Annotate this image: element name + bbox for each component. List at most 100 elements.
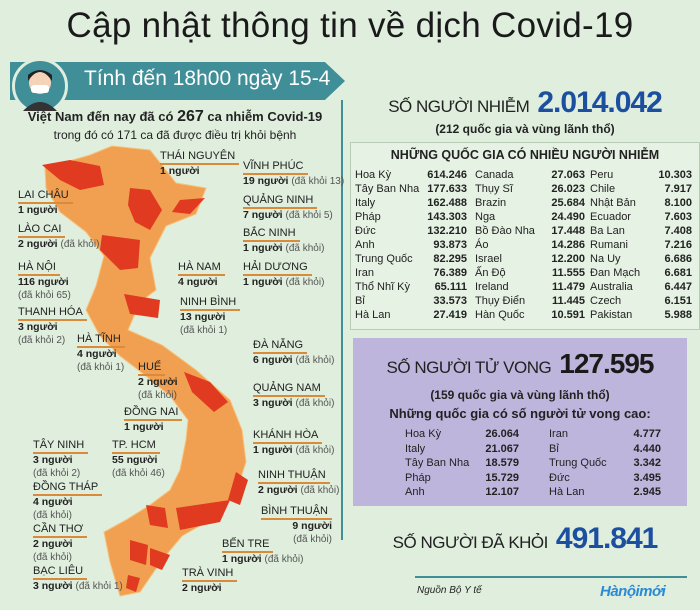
country-row: Israel 12.200	[475, 253, 585, 265]
country-row: Chile 7.917	[590, 183, 692, 195]
country-deaths: 4.440	[633, 442, 661, 455]
province-stats: 2 người	[182, 582, 237, 595]
province-cases: 2 người	[258, 484, 298, 496]
province-name: CẦN THƠ	[33, 523, 88, 538]
country-name: Ấn Độ	[475, 267, 506, 279]
deaths-panel	[353, 338, 687, 506]
province-recovered: (đã khỏi 1)	[75, 581, 123, 592]
province-name: BẠC LIÊU	[33, 565, 88, 580]
country-name: Brazin	[475, 197, 507, 209]
country-cases: 82.295	[433, 253, 467, 265]
country-cases: 6.151	[664, 295, 692, 307]
country-name: Bỉ	[355, 295, 365, 307]
province-stats: 6 người (đã khỏi)	[253, 354, 334, 367]
country-cases: 143.303	[427, 211, 467, 223]
province-label: QUẢNG NINH 7 người (đã khỏi 5)	[243, 194, 333, 222]
vietnam-recovered-text: trong đó có 171 ca đã được điều trị khỏi…	[53, 128, 297, 142]
province-recovered: (đã khỏi)	[33, 510, 72, 521]
province-label: TÂY NINH 3 người (đã khỏi 2)	[33, 439, 89, 480]
country-name: Hà Lan	[549, 486, 585, 498]
recovered-total: 491.841	[555, 522, 658, 555]
province-label: HÀ TĨNH 4 người (đã khỏi 1)	[77, 333, 125, 374]
country-name: Nhật Bản	[590, 197, 636, 209]
province-label: ĐỒNG NAI 1 người	[124, 406, 183, 434]
country-name: Ireland	[475, 281, 509, 293]
province-cases: 4 người	[77, 348, 117, 360]
country-cases: 27.419	[433, 309, 467, 321]
province-label: HÀ NAM 4 người	[178, 261, 225, 289]
infected-subtitle: (212 quốc gia và vùng lãnh thổ)	[435, 122, 615, 136]
province-label: TP. HCM 55 người (đã khỏi 46)	[112, 439, 165, 480]
country-cases: 27.063	[551, 169, 585, 181]
deaths-label: SỐ NGƯỜI TỬ VONG	[386, 358, 552, 377]
source-note: Nguồn Bộ Y tế	[417, 585, 482, 596]
province-cases: 1 người	[253, 444, 293, 456]
province-label: THÁI NGUYÊN 1 người	[160, 150, 240, 178]
country-cases: 25.684	[551, 197, 585, 209]
page-title: Cập nhật thông tin về dịch Covid-19	[66, 6, 634, 45]
map-province-highlight	[130, 540, 148, 565]
province-stats: 1 người (đã khỏi)	[243, 276, 324, 289]
hanoimoi-logo: Hànộimới	[600, 583, 666, 600]
country-row: Peru 10.303	[590, 169, 692, 181]
date-text: Tính đến 18h00 ngày 15-4	[84, 67, 331, 90]
province-cases: 116 người	[18, 276, 69, 288]
country-deaths: 3.342	[633, 457, 661, 469]
country-row: Italy 162.488	[355, 197, 467, 209]
province-stats: 4 người	[33, 496, 102, 509]
province-name: HẢI DƯƠNG	[243, 261, 312, 276]
country-cases: 7.408	[664, 225, 692, 237]
country-name: Australia	[590, 281, 633, 293]
country-row: Iran 76.389	[355, 267, 467, 279]
map-province-highlight	[176, 500, 230, 530]
province-cases: 9 người	[292, 520, 332, 532]
province-cases: 1 người	[222, 553, 262, 565]
country-row: Đức 132.210	[355, 225, 467, 237]
country-name: Anh	[355, 239, 375, 251]
infected-label: SỐ NGƯỜI NHIỄM	[388, 97, 530, 116]
country-cases: 93.873	[433, 239, 467, 251]
map-province-highlight	[128, 188, 162, 230]
country-cases: 11.479	[551, 281, 585, 293]
province-label: QUẢNG NAM 3 người (đã khỏi)	[253, 382, 334, 410]
province-stats: 1 người	[18, 204, 73, 217]
country-name: Ecuador	[590, 211, 631, 223]
country-name: Chile	[590, 183, 616, 195]
deaths-heading: Những quốc gia có số người tử vong cao:	[389, 406, 651, 421]
country-deaths: 4.777	[633, 428, 661, 440]
death-row: Bỉ 4.440	[549, 443, 661, 455]
country-cases: 6.686	[664, 253, 692, 265]
province-label: VĨNH PHÚC 19 người (đã khỏi 13)	[243, 160, 344, 188]
province-name: HÀ TĨNH	[77, 333, 125, 348]
province-recovered: (đã khỏi)	[300, 485, 340, 496]
country-cases: 65.111	[434, 281, 467, 293]
province-recovered: (đã khỏi)	[264, 554, 304, 565]
country-cases: 7.917	[664, 183, 692, 195]
province-recovered: (đã khỏi 13)	[291, 176, 345, 187]
province-name: QUẢNG NAM	[253, 382, 325, 397]
country-deaths: 21.067	[485, 442, 519, 455]
country-cases: 76.389	[433, 267, 467, 279]
province-label: LAI CHÂU 1 người	[18, 189, 73, 217]
country-cases: 162.488	[427, 197, 467, 209]
country-name: Italy	[405, 442, 426, 455]
country-row: Canada 27.063	[475, 169, 585, 181]
map-province-highlight	[150, 548, 170, 570]
country-cases: 177.633	[427, 183, 467, 195]
province-label: TRÀ VINH 2 người	[182, 567, 238, 595]
country-row: Hà Lan 27.419	[355, 309, 467, 321]
province-recovered: (đã khỏi 2)	[18, 335, 66, 346]
province-recovered: (đã khỏi 1)	[77, 362, 125, 373]
country-name: Pháp	[355, 211, 381, 223]
country-name: Áo	[475, 239, 489, 251]
province-name: LÀO CAI	[18, 223, 66, 238]
province-cases: 2 người	[182, 582, 222, 594]
province-cases: 3 người	[253, 397, 293, 409]
province-stats: 1 người (đã khỏi)	[222, 553, 303, 566]
province-stats: 2 người	[33, 538, 87, 551]
country-name: Peru	[590, 169, 614, 181]
country-row: Brazin 25.684	[475, 197, 585, 209]
province-stats: 3 người (đã khỏi)	[253, 397, 334, 410]
death-row: Pháp 15.729	[405, 472, 519, 484]
deaths-subtitle: (159 quốc gia và vùng lãnh thổ)	[430, 388, 610, 402]
